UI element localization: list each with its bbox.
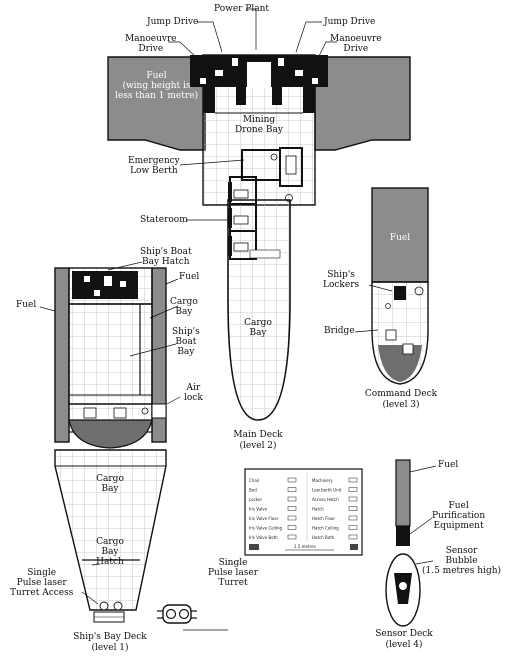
label-cargo-bay-boat: Cargo Bay: [170, 297, 198, 317]
sensor-deck: [385, 459, 421, 627]
command-deck-fuel: [371, 187, 429, 283]
legend-left-item: Bed: [249, 488, 257, 493]
fuel-purification-unit: [396, 526, 410, 546]
label-bridge: Bridge: [324, 326, 355, 336]
legend-left-symbol: [287, 525, 297, 530]
label-sensor-bubble: Sensor Bubble (1.5 metres high): [422, 546, 502, 576]
legend-left-item: Locker: [249, 497, 262, 502]
legend-left-item: Iris Valve Ceiling: [249, 526, 283, 531]
label-air-lock: Air lock: [184, 383, 203, 403]
label-fuel-purification: Fuel Purification Equipment: [432, 501, 486, 531]
label-stateroom: Stateroom: [140, 215, 188, 225]
label-turret-access: Single Pulse laser Turret Access: [10, 568, 74, 598]
beds: [233, 155, 297, 252]
label-manoeuvre-drive-left: Manoeuvre Drive: [125, 34, 177, 54]
legend-right-symbol: [348, 515, 358, 521]
label-jump-drive-right: Jump Drive: [324, 17, 376, 27]
low-berth-unit: [228, 182, 232, 256]
label-fuel-boat-left: Fuel: [16, 300, 37, 310]
legend-right-item: Hatch: [312, 507, 324, 512]
legend-right-item: Low berth Unit: [312, 488, 342, 493]
label-cargo-bay-main: Cargo Bay: [244, 318, 272, 338]
leader-lines: [39, 8, 437, 631]
legend: Chair Bed Locker Iris Valve Iris Valve Floor…: [244, 468, 363, 556]
legend-left-symbol: [287, 506, 297, 511]
label-jump-drive-left: Jump Drive: [147, 17, 199, 27]
legend-right-symbol: [348, 496, 358, 502]
label-ships-lockers: Ship's Lockers: [323, 270, 360, 290]
legend-left-symbol: [287, 515, 297, 521]
label-fuel-command: Fuel: [389, 233, 411, 243]
laser-turret: [157, 604, 197, 624]
caption-main-deck: Main Deck (level 2): [233, 430, 283, 451]
main-deck-wing-fuel-right: [314, 56, 411, 151]
legend-right: Machinery Low berth Unit Access Hatch Hatch…: [312, 477, 358, 540]
legend-left-symbol: [287, 534, 297, 540]
label-fuel-wing: Fuel (wing height is less than 1 metre): [115, 71, 198, 101]
label-turret: Single Pulse laser Turret: [208, 558, 259, 588]
legend-right-item: Hatch Floor: [312, 516, 335, 521]
legend-left-symbol: [287, 487, 297, 492]
legend-left-item: Iris Valve Both: [249, 535, 278, 540]
label-ships-boat-bay: Ship's Boat Bay: [172, 327, 200, 357]
legend-left-symbol: [287, 496, 297, 502]
legend-right-symbol: [348, 525, 358, 530]
machinery-gaps: [200, 58, 318, 88]
ships-bay-lower-fuel: [68, 419, 153, 449]
legend-right-symbol: [348, 506, 358, 511]
caption-sensor-deck: Sensor Deck (level 4): [375, 629, 433, 650]
sensor-deck-fuel: [395, 459, 411, 527]
label-manoeuvre-drive-right: Manoeuvre Drive: [330, 34, 382, 54]
legend-left-item: Chair: [249, 478, 260, 483]
main-deck: [107, 54, 411, 421]
caption-command-deck: Command Deck (level 3): [364, 389, 438, 410]
label-power-plant: Power Plant: [214, 4, 270, 14]
label-cargo-bay-hatch: Cargo Bay Hatch: [96, 537, 124, 567]
caption-ships-bay-deck: Ship's Bay Deck (level 1): [73, 632, 147, 653]
label-emergency-low-berth: Emergency Low Berth: [128, 156, 180, 176]
legend-left: Chair Bed Locker Iris Valve Iris Valve Floor…: [249, 477, 297, 540]
main-deck-cargo-hull: [227, 199, 291, 421]
label-cargo-bay-lower: Cargo Bay: [96, 474, 124, 494]
legend-right-symbol: [348, 477, 358, 483]
legend-right-item: Hatch Both: [312, 535, 335, 540]
legend-right-item: Hatch Ceiling: [312, 526, 339, 531]
label-mining-drone-bay: Mining Drone Bay: [235, 115, 283, 135]
ships-bay-fuel-left: [54, 267, 70, 443]
legend-right-symbol: [348, 534, 358, 540]
label-fuel-boat-right: Fuel: [179, 272, 200, 282]
legend-left-item: Iris Valve: [249, 507, 268, 512]
legend-right-item: Access Hatch: [312, 497, 339, 502]
legend-right-item: Machinery: [312, 478, 333, 483]
label-fuel-sensor: Fuel: [438, 460, 459, 470]
legend-scale: 1.5 metres: [294, 544, 316, 549]
label-ships-boat-bay-hatch: Ship's Boat Bay Hatch: [140, 247, 192, 267]
legend-left-symbol: [287, 477, 297, 483]
legend-left-item: Iris Valve Floor: [249, 516, 279, 521]
legend-right-symbol: [348, 487, 358, 492]
command-deck: [371, 187, 429, 385]
